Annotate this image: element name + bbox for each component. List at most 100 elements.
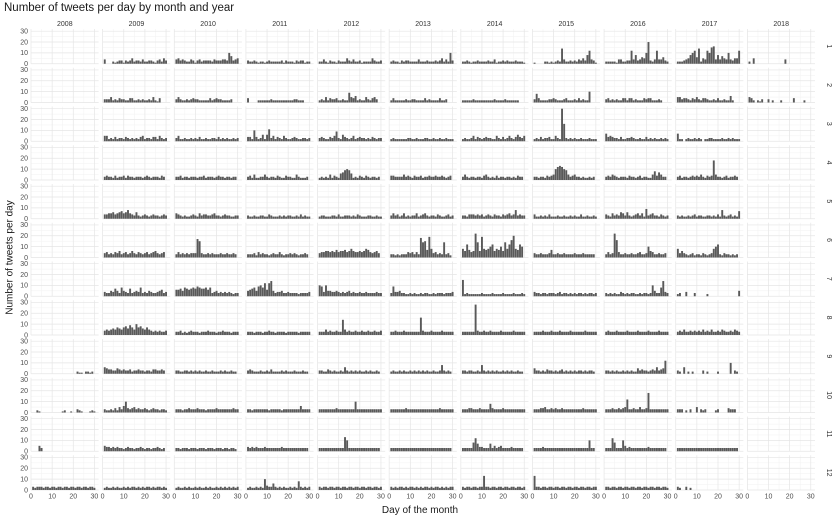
- bar: [419, 317, 422, 335]
- bar: [124, 326, 127, 335]
- bar: [546, 447, 549, 452]
- bar: [714, 59, 717, 64]
- bar: [103, 291, 106, 297]
- bar: [131, 214, 134, 219]
- bar: [624, 407, 627, 413]
- bar: [186, 176, 188, 180]
- bar: [438, 331, 441, 335]
- bar: [339, 331, 342, 335]
- bar: [188, 61, 191, 64]
- bar: [645, 292, 648, 297]
- panel-background: [245, 261, 314, 297]
- bar: [205, 214, 207, 219]
- bar: [510, 331, 513, 335]
- bar: [639, 292, 641, 297]
- bar: [272, 176, 275, 180]
- bar: [706, 447, 709, 452]
- bar: [215, 215, 218, 219]
- y-tick-label: 20: [20, 466, 28, 473]
- bar: [209, 98, 212, 103]
- bar: [213, 137, 216, 142]
- bar: [704, 139, 707, 142]
- bar: [607, 98, 610, 103]
- bar: [133, 177, 136, 180]
- panel-background: [245, 67, 314, 103]
- bar: [226, 371, 229, 374]
- bar: [413, 292, 416, 297]
- bar: [586, 447, 589, 452]
- bar: [578, 292, 580, 297]
- bar: [373, 252, 376, 258]
- bar: [352, 447, 355, 452]
- bar: [200, 215, 203, 219]
- bar: [708, 331, 711, 335]
- bar: [93, 411, 96, 413]
- bar: [704, 216, 707, 219]
- bar: [320, 331, 323, 335]
- bar: [685, 216, 688, 219]
- bar: [116, 213, 119, 219]
- bar: [251, 370, 254, 374]
- bar: [634, 331, 637, 335]
- bar: [729, 95, 732, 103]
- bar: [196, 139, 199, 142]
- panel-background: [675, 106, 744, 142]
- bar: [306, 292, 309, 297]
- bar: [205, 410, 207, 413]
- panel-background: [245, 29, 314, 64]
- bar: [548, 409, 551, 413]
- bar: [215, 408, 218, 413]
- bar: [141, 99, 144, 103]
- bar: [717, 330, 719, 335]
- chart-title: Number of tweets per day by month and ye…: [4, 2, 235, 14]
- bar: [666, 139, 669, 142]
- bar: [622, 213, 625, 219]
- bar: [628, 215, 631, 219]
- bar: [575, 100, 578, 103]
- bar: [318, 137, 321, 142]
- bar: [436, 254, 439, 258]
- bar: [558, 330, 561, 335]
- bar: [200, 409, 203, 413]
- bar: [563, 215, 566, 219]
- bar: [278, 331, 281, 335]
- bar: [643, 331, 646, 335]
- bar: [377, 371, 380, 374]
- bar: [141, 59, 144, 64]
- bar: [259, 254, 262, 258]
- bar: [736, 176, 738, 180]
- bar: [571, 100, 574, 103]
- bar: [738, 211, 741, 219]
- bar: [514, 60, 517, 64]
- bar: [129, 369, 132, 374]
- bar: [634, 447, 637, 452]
- bar: [554, 408, 557, 413]
- bar: [192, 253, 195, 258]
- bar: [590, 292, 593, 297]
- bar: [217, 292, 220, 297]
- bar: [224, 331, 226, 335]
- bar: [76, 371, 79, 374]
- bar: [143, 61, 146, 64]
- bar: [154, 250, 157, 258]
- bar: [649, 98, 652, 103]
- bar: [693, 137, 696, 142]
- bar: [226, 487, 229, 490]
- bar: [139, 216, 142, 219]
- bar: [141, 292, 144, 297]
- bar: [445, 254, 448, 258]
- panel-background: [389, 300, 457, 335]
- bar: [578, 254, 580, 258]
- bar: [630, 370, 633, 374]
- bar: [160, 331, 163, 335]
- panel-background: [460, 339, 529, 374]
- bar: [283, 331, 285, 335]
- bar: [375, 215, 378, 219]
- bar: [586, 215, 589, 219]
- bar: [327, 139, 330, 142]
- bar: [196, 177, 199, 180]
- bar: [257, 487, 260, 490]
- bar: [329, 60, 332, 64]
- bar: [299, 214, 302, 219]
- bar: [695, 216, 698, 219]
